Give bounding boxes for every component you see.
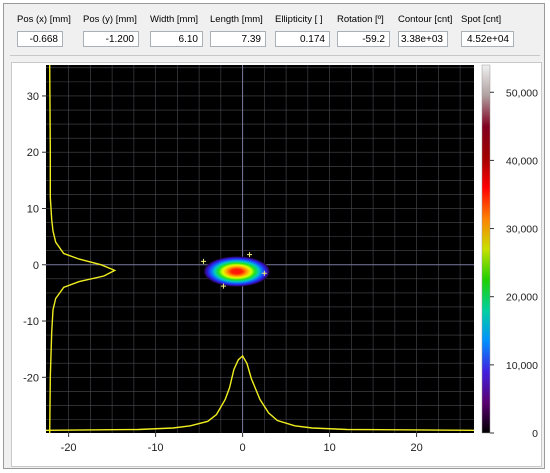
metric-value-field[interactable]: -0.668 xyxy=(17,31,63,47)
metric-value-field[interactable]: 7.39 xyxy=(210,31,266,47)
x-axis-ticks: -20 -10 0 10 20 xyxy=(61,433,423,454)
colorbar-tick-label: 20,000 xyxy=(506,292,538,304)
metric-label: Spot [cnt] xyxy=(461,14,502,25)
y-tick-label: 20 xyxy=(27,147,39,159)
y-axis-ticks: 30 20 10 0 -10 -20 xyxy=(23,91,46,384)
colorbar-tick-label: 0 xyxy=(532,428,538,440)
spot-marker xyxy=(220,283,226,289)
y-tick-label: 30 xyxy=(27,91,39,103)
colorbar-tick-label: 40,000 xyxy=(506,155,538,167)
x-tick-label: -20 xyxy=(61,442,77,454)
metric-value-field[interactable]: 4.52e+04 xyxy=(461,31,514,47)
metric-label: Rotation [º] xyxy=(337,14,384,25)
colorbar xyxy=(481,64,491,434)
x-profile-curve xyxy=(45,354,475,431)
metric-label: Pos (x) [mm] xyxy=(17,14,71,25)
metric-label: Length [mm] xyxy=(210,14,263,25)
toolbar-divider xyxy=(10,55,540,56)
spot-marker xyxy=(247,252,253,258)
spot-marker xyxy=(200,258,206,264)
spot-marker xyxy=(261,270,267,276)
colorbar-tick-label: 10,000 xyxy=(506,360,538,372)
beam-plot-panel: -20 -10 0 10 20 30 20 10 0 -10 -20 50,000 40,000 30… xyxy=(11,62,542,467)
beam-profiler-window: Pos (x) [mm] -0.668 Pos (y) [mm] -1.200 … xyxy=(3,3,545,469)
x-tick-label: 0 xyxy=(240,442,246,454)
metric-label: Contour [cnt] xyxy=(398,14,453,25)
metric-value-field[interactable]: 3.38e+03 xyxy=(398,31,448,47)
y-tick-label: 10 xyxy=(27,203,39,215)
metric-value-field[interactable]: -59.2 xyxy=(337,31,390,47)
x-tick-label: 10 xyxy=(323,442,335,454)
metric-value-field[interactable]: -1.200 xyxy=(83,31,139,47)
x-tick-label: 20 xyxy=(410,442,422,454)
x-tick-label: -10 xyxy=(148,442,164,454)
y-tick-label: 0 xyxy=(33,260,39,272)
metric-value-field[interactable]: 0.174 xyxy=(275,31,330,47)
spot-markers xyxy=(200,252,267,289)
y-profile-curve xyxy=(49,64,117,434)
colorbar-tick-label: 50,000 xyxy=(506,87,538,99)
y-tick-label: -20 xyxy=(23,372,39,384)
metric-label: Ellipticity [ ] xyxy=(275,14,323,25)
metric-label: Width [mm] xyxy=(150,14,199,25)
colorbar-ticks: 50,000 40,000 30,000 20,000 10,000 0 xyxy=(490,87,538,440)
beam-spot xyxy=(203,256,271,287)
metric-label: Pos (y) [mm] xyxy=(83,14,137,25)
y-tick-label: -10 xyxy=(23,316,39,328)
heatmap-background xyxy=(46,65,474,433)
colorbar-tick-label: 30,000 xyxy=(506,224,538,236)
beam-profile-plot[interactable]: -20 -10 0 10 20 30 20 10 0 -10 -20 50,000 40,000 30… xyxy=(12,63,541,466)
metric-value-field[interactable]: 6.10 xyxy=(150,31,203,47)
